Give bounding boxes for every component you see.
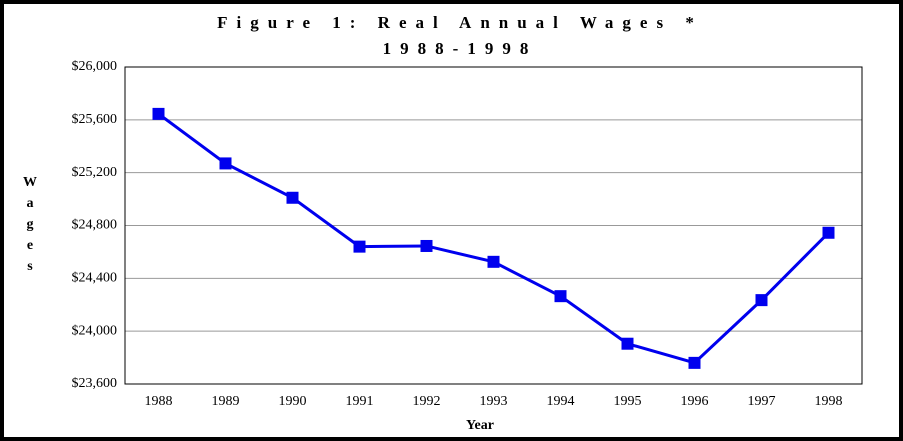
marker xyxy=(219,157,232,170)
marker xyxy=(487,255,500,268)
y-tick-label: $25,600 xyxy=(72,112,118,127)
marker xyxy=(420,239,433,252)
chart-title: Figure 1: Real Annual Wages * xyxy=(217,13,703,32)
x-tick-label: 1996 xyxy=(681,394,709,409)
marker xyxy=(286,191,299,204)
marker xyxy=(554,290,567,303)
x-tick-label: 1990 xyxy=(279,394,307,409)
x-tick-label: 1997 xyxy=(748,394,776,409)
y-tick-label: $23,600 xyxy=(72,376,118,391)
plot-frame xyxy=(124,66,863,385)
x-axis-title: Year xyxy=(466,418,494,433)
x-tick-label: 1998 xyxy=(815,394,843,409)
x-tick-label: 1989 xyxy=(212,394,240,409)
y-tick-label: $26,000 xyxy=(72,59,118,74)
y-tick-label: $25,200 xyxy=(72,165,118,180)
marker xyxy=(688,356,701,369)
chart-subtitle: 1988-1998 xyxy=(383,39,538,58)
x-tick-label: 1995 xyxy=(614,394,642,409)
x-tick-label: 1992 xyxy=(413,394,441,409)
y-tick-label: $24,400 xyxy=(72,271,118,286)
x-tick-label: 1991 xyxy=(346,394,374,409)
marker xyxy=(755,294,768,307)
marker xyxy=(621,337,634,350)
y-tick-label: $24,800 xyxy=(72,218,118,233)
x-tick-label: 1993 xyxy=(480,394,508,409)
x-tick-label: 1988 xyxy=(145,394,173,409)
marker xyxy=(822,226,835,239)
x-tick-label: 1994 xyxy=(547,394,575,409)
marker xyxy=(152,107,165,120)
marker xyxy=(353,240,366,253)
y-tick-label: $24,000 xyxy=(72,323,118,338)
